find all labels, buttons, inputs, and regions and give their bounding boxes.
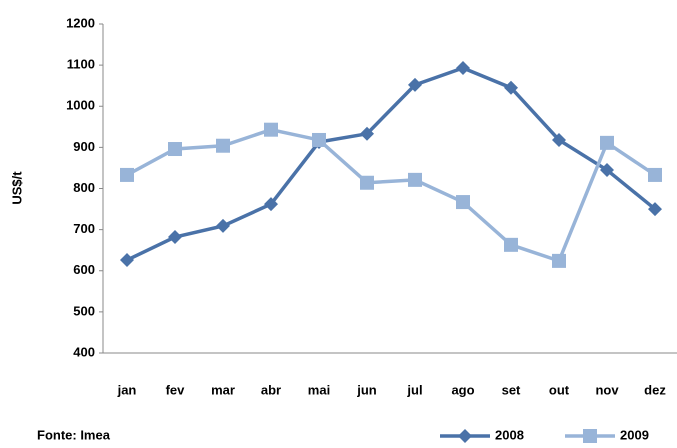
legend-marker (583, 429, 597, 443)
data-point (264, 122, 278, 137)
x-tick-label: jul (406, 382, 422, 397)
x-tick-label: nov (595, 382, 619, 397)
y-tick-label: 400 (73, 344, 95, 359)
data-point (216, 138, 230, 153)
data-point (408, 77, 422, 92)
y-tick-label: 1200 (66, 15, 95, 30)
data-point (408, 172, 422, 187)
data-point (648, 167, 662, 182)
data-point (168, 142, 182, 157)
data-point (552, 132, 566, 147)
x-tick-label: ago (451, 382, 474, 397)
y-axis-label: US$/t (9, 171, 24, 205)
series-line (126, 66, 657, 262)
data-point (216, 218, 230, 233)
data-point (552, 253, 566, 268)
x-tick-label: dez (644, 382, 666, 397)
data-point (600, 135, 614, 150)
data-point (168, 230, 182, 245)
x-tick-label: mar (211, 382, 235, 397)
data-point (264, 197, 278, 212)
data-point (120, 167, 134, 182)
data-point (504, 237, 518, 252)
x-tick-label: jun (356, 382, 377, 397)
x-tick-label: abr (261, 382, 281, 397)
data-point (504, 80, 518, 95)
y-tick-label: 900 (73, 139, 95, 154)
data-point (360, 126, 374, 141)
source-note: Fonte: Imea (37, 427, 111, 442)
series-line (126, 127, 656, 264)
data-point (600, 162, 614, 177)
data-point (456, 61, 470, 76)
y-tick-label: 1100 (67, 57, 95, 72)
x-tick-label: jan (117, 382, 137, 397)
data-point (648, 202, 662, 217)
y-tick-label: 500 (73, 303, 95, 318)
data-point (120, 253, 134, 268)
y-tick-label: 600 (73, 262, 95, 277)
y-tick-label: 800 (73, 180, 95, 195)
legend-label: 2008 (495, 427, 524, 442)
y-tick-label: 1000 (66, 98, 95, 113)
legend-label: 2009 (620, 427, 649, 442)
x-tick-label: fev (166, 382, 186, 397)
legend-marker (458, 429, 472, 443)
data-point (360, 175, 374, 190)
data-point (312, 132, 326, 147)
y-tick-label: 700 (73, 221, 95, 236)
x-tick-label: out (549, 382, 570, 397)
data-point (456, 195, 470, 210)
x-tick-label: mai (308, 382, 330, 397)
x-tick-label: set (502, 382, 521, 397)
